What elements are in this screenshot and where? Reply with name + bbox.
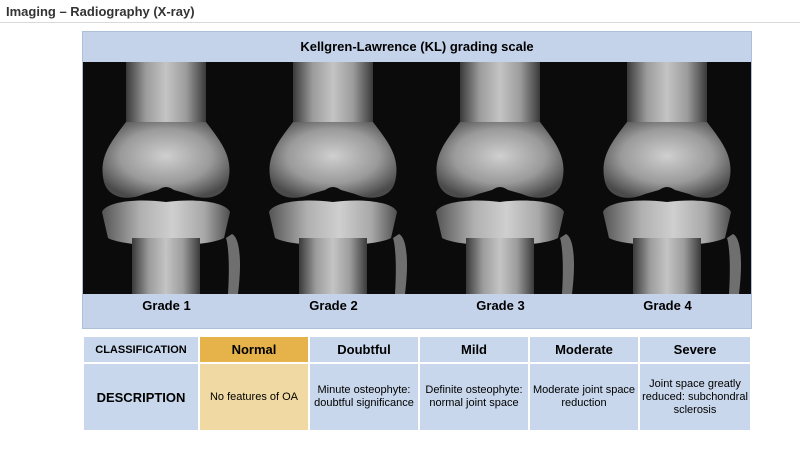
xray-images <box>102 62 741 294</box>
desc-moderate: Moderate joint space reduction <box>528 362 640 432</box>
classification-row: CLASSIFICATION Normal Doubtful Mild Mode… <box>82 335 752 364</box>
xray-strip <box>83 62 751 294</box>
class-moderate: Moderate <box>528 335 640 364</box>
xray-grade-3 <box>436 62 574 294</box>
desc-severe: Joint space greatly reduced: subchondral… <box>638 362 752 432</box>
grade-label-3: Grade 3 <box>476 298 525 313</box>
title-divider <box>0 22 800 23</box>
description-row: DESCRIPTION No features of OA Minute ost… <box>82 362 752 432</box>
desc-normal: No features of OA <box>198 362 310 432</box>
xray-grade-1 <box>102 62 240 294</box>
classification-header: CLASSIFICATION <box>82 335 200 364</box>
class-doubtful: Doubtful <box>308 335 420 364</box>
xray-grade-4 <box>603 62 741 294</box>
kl-grading-panel: Kellgren-Lawrence (KL) grading scale <box>82 31 752 329</box>
classification-table: CLASSIFICATION Normal Doubtful Mild Mode… <box>82 335 752 432</box>
class-severe: Severe <box>638 335 752 364</box>
kl-heading: Kellgren-Lawrence (KL) grading scale <box>300 39 534 54</box>
desc-mild: Definite osteophyte: normal joint space <box>418 362 530 432</box>
grade-label-1: Grade 1 <box>142 298 191 313</box>
slide-title: Imaging – Radiography (X-ray) <box>6 4 195 19</box>
grade-label-4: Grade 4 <box>643 298 692 313</box>
description-header: DESCRIPTION <box>82 362 200 432</box>
xray-grade-2 <box>269 62 407 294</box>
class-mild: Mild <box>418 335 530 364</box>
grade-label-2: Grade 2 <box>309 298 358 313</box>
desc-doubtful: Minute osteophyte: doubtful significance <box>308 362 420 432</box>
class-normal: Normal <box>198 335 310 364</box>
